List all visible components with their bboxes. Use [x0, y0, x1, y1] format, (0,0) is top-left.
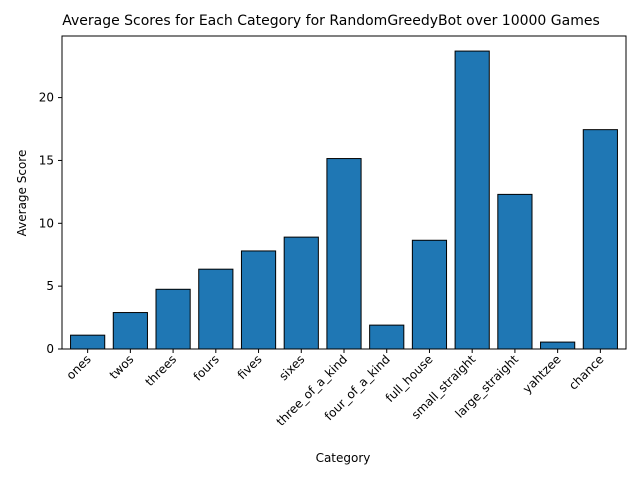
bar-three_of_a_kind: [326, 158, 362, 350]
bars-group: [70, 50, 618, 350]
bar-four_of_a_kind: [369, 324, 405, 350]
bar-large_straight: [497, 193, 533, 350]
bar-yahtzee: [540, 341, 576, 350]
bar-ones: [70, 334, 106, 350]
bar-twos: [112, 312, 148, 350]
y-tick-label: 15: [39, 153, 54, 167]
y-tick-label: 5: [46, 279, 54, 293]
bar-threes: [155, 288, 191, 350]
chart-title: Average Scores for Each Category for Ran…: [62, 13, 600, 29]
bar-fives: [240, 250, 277, 350]
bar-fours: [198, 268, 234, 350]
plot-frame: [61, 35, 627, 350]
y-axis-label: Average Score: [15, 150, 29, 237]
bar-sixes: [283, 236, 319, 350]
y-tick-label: 0: [46, 342, 54, 356]
y-tick-label: 10: [39, 216, 54, 230]
bar-small_straight: [454, 50, 490, 350]
bar-chance: [582, 129, 618, 350]
bar-full_house: [411, 239, 448, 350]
y-tick-label: 20: [39, 91, 54, 105]
y-ticks-group: 0 5 10 15 20: [39, 91, 62, 356]
x-axis-label: Category: [316, 451, 371, 465]
